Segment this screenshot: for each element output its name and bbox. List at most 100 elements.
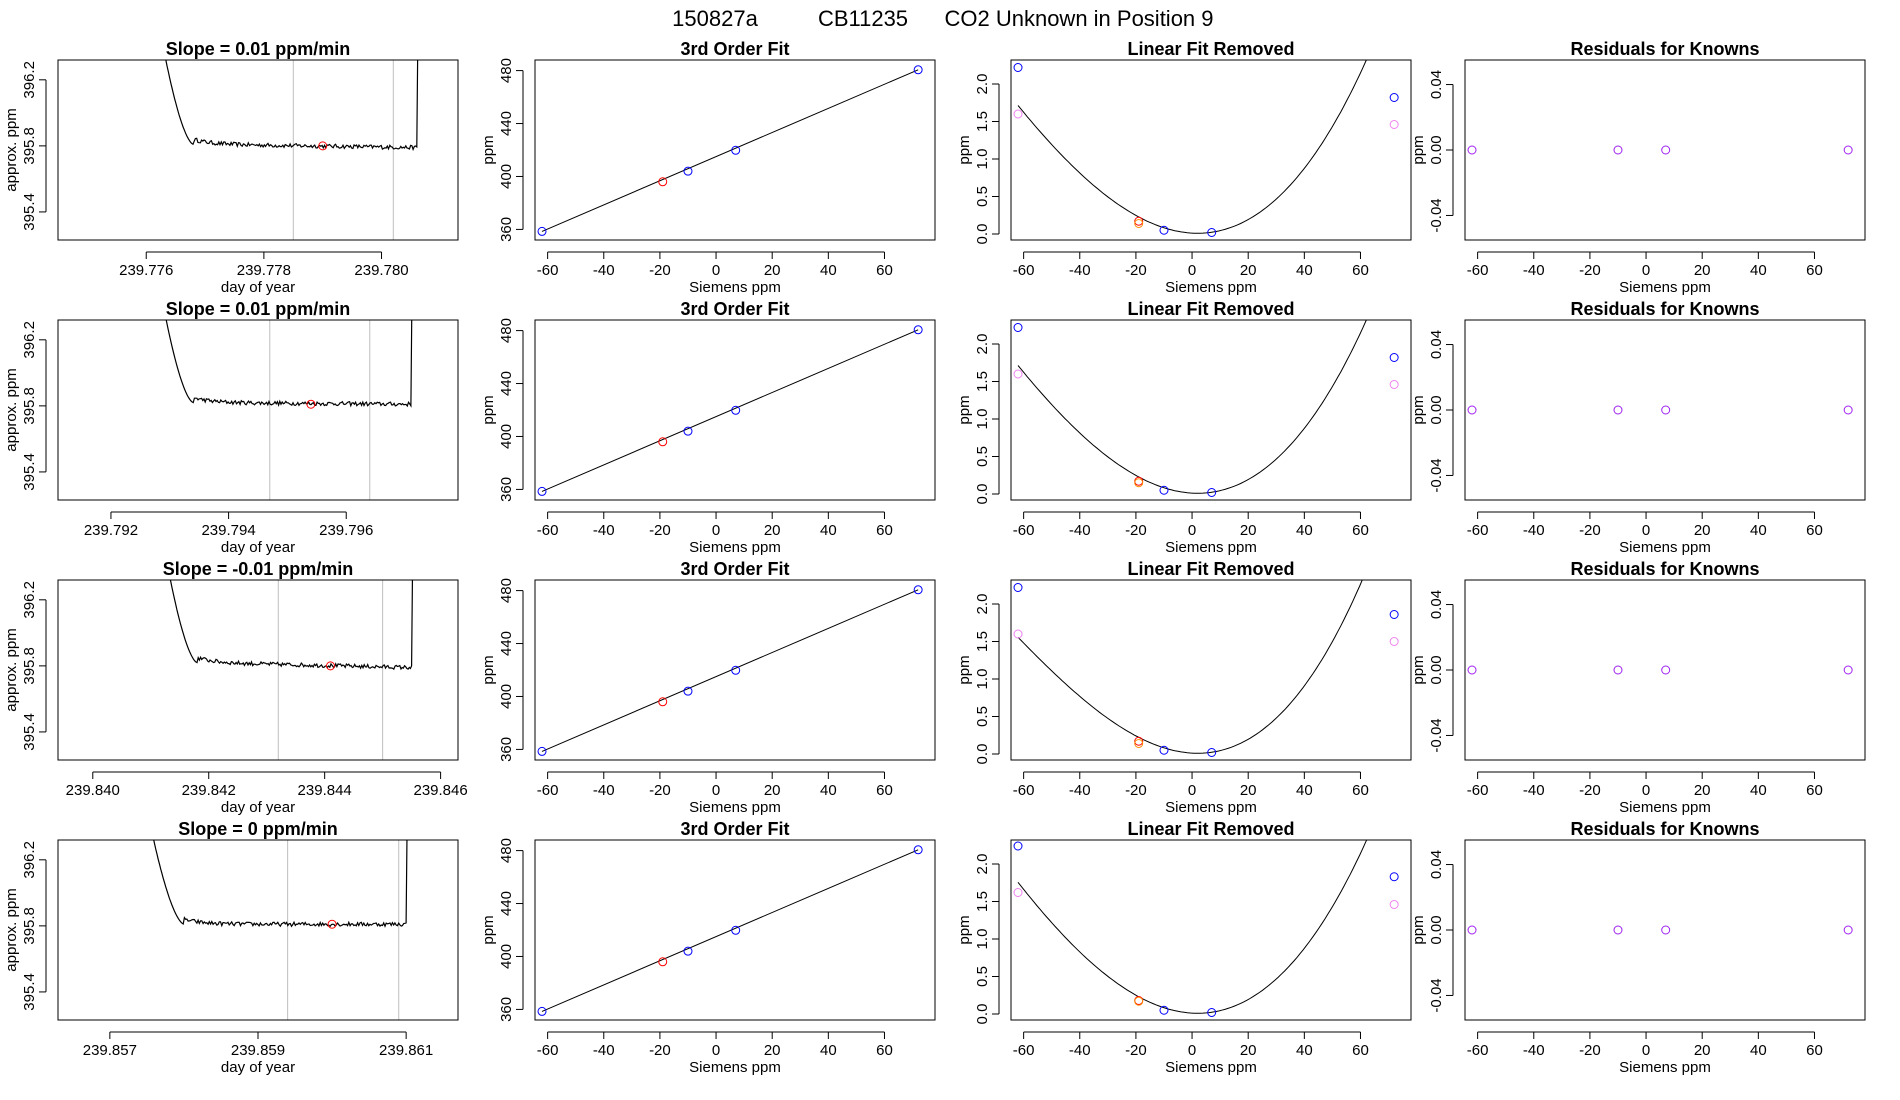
- x-tick-label: -20: [1579, 1042, 1601, 1059]
- orange-point: [1134, 739, 1144, 748]
- unknown-point: [658, 437, 668, 447]
- residual-curve: [1017, 840, 1368, 1014]
- x-tick-label: 239.796: [319, 522, 373, 539]
- y-axis: 360 400 440 480 ppm: [480, 838, 524, 1022]
- y-axis: 0.0 0.5 1.0 1.5 2.0 ppm: [956, 74, 1000, 244]
- unknown-point: [1134, 216, 1144, 226]
- panel-title: Slope = -0.01 ppm/min: [163, 559, 354, 579]
- panel-fit-row2: 3rd Order Fit -60 -40 -20 0 20 40 60 Siemens ppm…: [480, 299, 936, 556]
- y-tick-label: 395.8: [21, 907, 38, 945]
- ppm-trace: [169, 580, 414, 671]
- y-tick-label: 0.5: [974, 706, 991, 727]
- x-axis-label: day of year: [221, 539, 295, 556]
- plot-frame: [1464, 319, 1866, 501]
- x-tick-label: -20: [649, 782, 671, 799]
- y-tick-label: 0.04: [1428, 590, 1445, 619]
- x-axis-label: day of year: [221, 799, 295, 816]
- x-axis-label: Siemens ppm: [689, 539, 781, 556]
- panel-title: Linear Fit Removed: [1127, 559, 1294, 579]
- y-axis: -0.04 0.00 0.04 ppm: [1410, 850, 1454, 1013]
- x-tick-label: -40: [1069, 522, 1091, 539]
- mean-marker: [306, 399, 316, 409]
- x-tick-label: 20: [1694, 782, 1711, 799]
- y-tick-label: 395.4: [21, 713, 38, 751]
- x-tick-label: 60: [1806, 262, 1823, 279]
- x-tick-label: 239.857: [83, 1042, 137, 1059]
- x-axis: 239.776 239.778 239.780 day of year: [119, 251, 409, 296]
- violet-point: [1389, 900, 1399, 909]
- x-tick-label: 239.792: [84, 522, 138, 539]
- knowns-point: [1159, 1005, 1169, 1015]
- x-axis-label: day of year: [221, 1059, 295, 1076]
- x-tick-label: 60: [876, 782, 893, 799]
- figure-title-description: CO2 Unknown in Position 9: [944, 6, 1213, 31]
- plot-area: [165, 320, 413, 500]
- panel-linear-row1: Linear Fit Removed -60 -40 -20 0 20 40 60 Siemen…: [956, 39, 1412, 296]
- x-axis: -60 -40 -20 0 20 40 60 Siemens ppm: [1013, 251, 1369, 296]
- y-tick-label: 360: [498, 997, 515, 1022]
- unknown-point: [658, 697, 668, 707]
- x-tick-label: 60: [1806, 1042, 1823, 1059]
- x-tick-label: 239.842: [182, 782, 236, 799]
- figure-title-date: 150827a: [672, 6, 758, 31]
- x-tick-label: 239.780: [354, 262, 408, 279]
- y-tick-label: 395.8: [21, 647, 38, 685]
- x-tick-label: 20: [1694, 1042, 1711, 1059]
- x-tick-label: -60: [1467, 522, 1489, 539]
- y-tick-label: 2.0: [974, 74, 991, 95]
- residual-point: [1661, 145, 1671, 155]
- y-tick-label: 1.5: [974, 891, 991, 912]
- known-point: [683, 426, 693, 436]
- known-point: [683, 946, 693, 956]
- x-axis-label: Siemens ppm: [689, 279, 781, 296]
- x-axis-label: Siemens ppm: [689, 799, 781, 816]
- x-tick-label: 60: [876, 522, 893, 539]
- panel-linear-row4: Linear Fit Removed -60 -40 -20 0 20 40 60 Siemen…: [956, 819, 1412, 1076]
- panel-title: Slope = 0 ppm/min: [178, 819, 338, 839]
- x-tick-label: 239.776: [119, 262, 173, 279]
- x-tick-label: 60: [876, 262, 893, 279]
- plot-area: [1467, 665, 1853, 675]
- plot-area: [537, 845, 923, 1016]
- y-axis-label: approx. ppm: [3, 628, 20, 711]
- x-axis-label: Siemens ppm: [1619, 539, 1711, 556]
- x-tick-label: 40: [1750, 1042, 1767, 1059]
- y-tick-label: 396.2: [21, 61, 38, 99]
- y-axis: 0.0 0.5 1.0 1.5 2.0 ppm: [956, 594, 1000, 764]
- x-tick-label: -60: [1467, 782, 1489, 799]
- x-tick-label: -60: [1467, 262, 1489, 279]
- knowns-point: [1013, 841, 1023, 851]
- x-tick-label: 0: [712, 522, 720, 539]
- x-tick-label: 0: [1188, 522, 1196, 539]
- residual-point: [1467, 145, 1477, 155]
- residual-point: [1467, 405, 1477, 415]
- known-point: [913, 845, 923, 855]
- y-axis-label: ppm: [956, 135, 973, 164]
- plot-frame: [1464, 579, 1866, 761]
- knowns-point: [1389, 610, 1399, 619]
- y-tick-label: 400: [498, 424, 515, 449]
- x-tick-label: -60: [1013, 782, 1035, 799]
- known-point: [683, 686, 693, 696]
- knowns-point: [1207, 1008, 1217, 1017]
- figure-title: 150827a CB11235 CO2 Unknown in Position …: [672, 6, 1213, 31]
- x-tick-label: 20: [1240, 522, 1257, 539]
- violet-point: [1389, 120, 1399, 129]
- plot-area: [1013, 580, 1399, 757]
- x-tick-label: -20: [1125, 522, 1147, 539]
- plot-area: [1467, 925, 1853, 935]
- panel-resid-row2: Residuals for Knowns -60 -40 -20 0 20 40 60 Siem…: [1410, 299, 1866, 556]
- x-tick-label: -20: [1125, 262, 1147, 279]
- x-axis: -60 -40 -20 0 20 40 60 Siemens ppm: [537, 511, 893, 556]
- residual-point: [1613, 145, 1623, 155]
- x-axis-label: Siemens ppm: [1619, 799, 1711, 816]
- residual-point: [1467, 925, 1477, 935]
- plot-frame: [1010, 839, 1412, 1021]
- x-axis-label: Siemens ppm: [1619, 279, 1711, 296]
- x-tick-label: 40: [1750, 522, 1767, 539]
- panel-resid-row3: Residuals for Knowns -60 -40 -20 0 20 40 60 Siem…: [1410, 559, 1866, 816]
- fit-line: [541, 849, 919, 1012]
- plot-frame: [534, 59, 936, 241]
- x-tick-label: -40: [1523, 782, 1545, 799]
